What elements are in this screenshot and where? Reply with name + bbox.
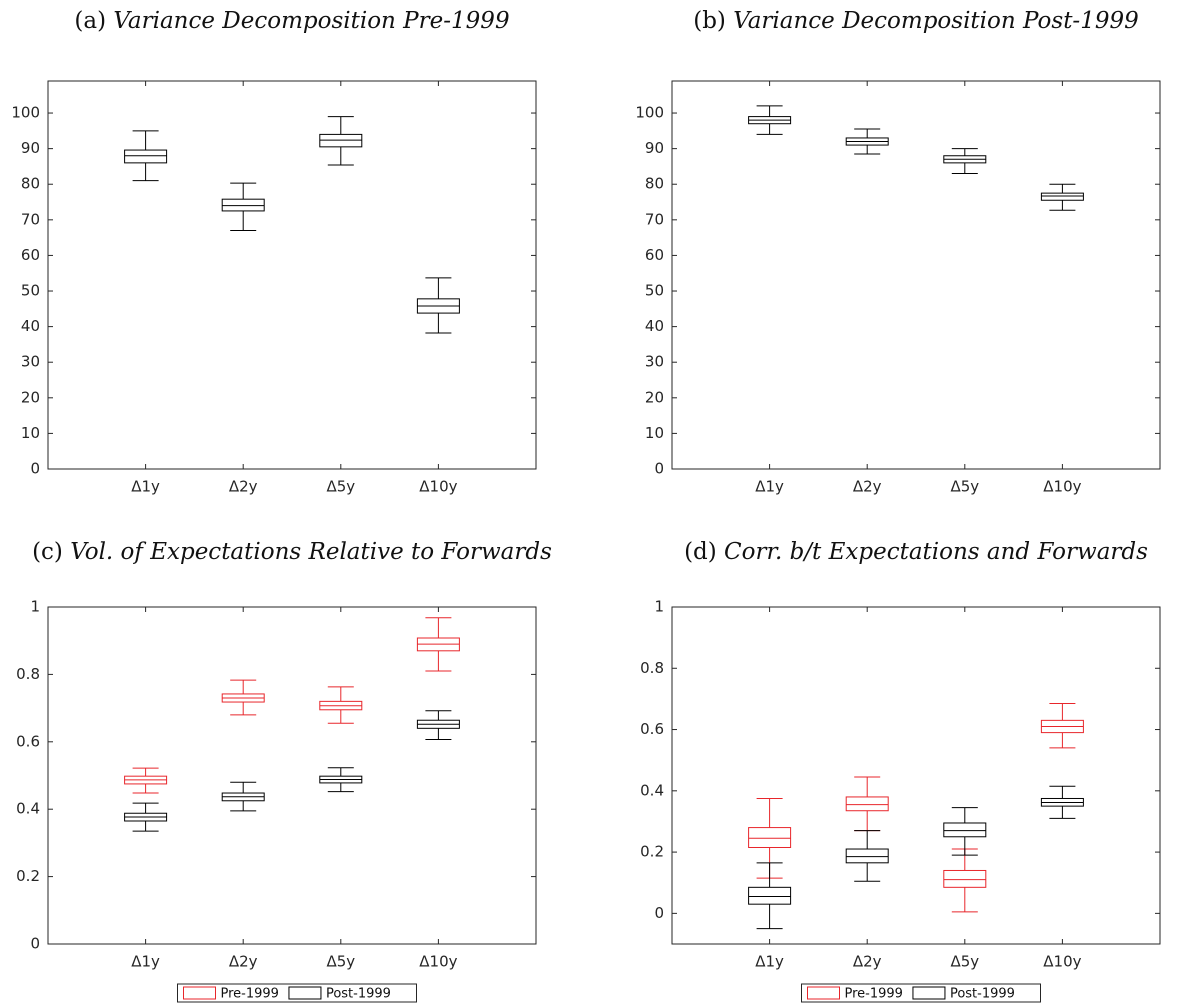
legend-label: Pre-1999 bbox=[221, 987, 279, 1002]
box bbox=[943, 822, 987, 838]
x-tick-label: Δ2y bbox=[229, 478, 258, 496]
x-tick-label: Δ5y bbox=[326, 478, 355, 496]
y-tick-label: 30 bbox=[645, 353, 664, 371]
y-tick-label: 60 bbox=[645, 246, 664, 264]
axes-frame bbox=[47, 606, 537, 945]
x-tick-label: Δ1y bbox=[131, 478, 160, 496]
y-tick-label: 70 bbox=[21, 210, 40, 228]
box bbox=[845, 848, 889, 864]
y-tick-label: 10 bbox=[645, 424, 664, 442]
y-tick-label: 50 bbox=[21, 282, 40, 300]
box bbox=[1040, 192, 1084, 201]
axes-frame bbox=[671, 606, 1161, 945]
panel: (d) Corr. b/t Expectations and Forwards 0… bbox=[640, 539, 1161, 1003]
y-tick-label: 0 bbox=[30, 460, 40, 478]
y-tick-label: 40 bbox=[645, 317, 664, 335]
y-tick-label: 1 bbox=[30, 598, 40, 616]
legend-swatch bbox=[807, 986, 840, 1000]
box bbox=[943, 869, 987, 888]
box bbox=[748, 886, 792, 905]
y-tick-label: 20 bbox=[645, 388, 664, 406]
legend-label: Pre-1999 bbox=[845, 987, 903, 1002]
y-tick-label: 100 bbox=[11, 104, 40, 122]
box bbox=[124, 149, 168, 164]
box bbox=[845, 796, 889, 812]
y-tick-label: 10 bbox=[21, 424, 40, 442]
box bbox=[319, 133, 363, 148]
panel-title-text: Vol. of Expectations Relative to Forward… bbox=[70, 539, 552, 565]
y-tick-label: 80 bbox=[21, 175, 40, 193]
x-tick-label: Δ10y bbox=[419, 478, 457, 496]
y-tick-label: 60 bbox=[21, 246, 40, 264]
legend-swatch bbox=[912, 986, 946, 1000]
panel: (b) Variance Decomposition Post-1999 0 10 2… bbox=[635, 8, 1161, 496]
y-tick-label: 70 bbox=[645, 210, 664, 228]
y-tick-label: 90 bbox=[645, 139, 664, 157]
y-tick-label: 0 bbox=[30, 935, 40, 953]
y-tick-label: 0 bbox=[654, 460, 664, 478]
panel-label: (c) bbox=[32, 539, 63, 565]
panel-title-text: Corr. b/t Expectations and Forwards bbox=[724, 539, 1148, 565]
x-tick-label: Δ2y bbox=[853, 953, 882, 971]
y-tick-label: 100 bbox=[635, 104, 664, 122]
y-tick-label: 0 bbox=[654, 904, 664, 922]
legend-swatch bbox=[288, 986, 322, 1000]
panel-label: (a) bbox=[74, 8, 106, 34]
x-tick-label: Δ10y bbox=[1043, 478, 1081, 496]
panel-title: (c) Vol. of Expectations Relative to For… bbox=[32, 539, 552, 565]
panel-label: (d) bbox=[684, 539, 717, 565]
panel: (a) Variance Decomposition Pre-1999 0 10 20… bbox=[11, 8, 537, 496]
y-tick-label: 30 bbox=[21, 353, 40, 371]
panel-title-text: Variance Decomposition Pre-1999 bbox=[113, 8, 509, 34]
x-tick-label: Δ10y bbox=[1043, 953, 1081, 971]
y-tick-label: 0.4 bbox=[16, 800, 40, 818]
y-tick-label: 50 bbox=[645, 282, 664, 300]
panel-label: (b) bbox=[693, 8, 726, 34]
axes-frame bbox=[47, 80, 537, 470]
y-tick-label: 0.6 bbox=[640, 720, 664, 738]
panel-title: (d) Corr. b/t Expectations and Forwards bbox=[684, 539, 1148, 565]
x-tick-label: Δ1y bbox=[131, 953, 160, 971]
x-tick-label: Δ1y bbox=[755, 478, 784, 496]
panel-title: (b) Variance Decomposition Post-1999 bbox=[693, 8, 1139, 34]
x-tick-label: Δ5y bbox=[950, 478, 979, 496]
legend-swatch bbox=[183, 986, 216, 1000]
y-tick-label: 20 bbox=[21, 388, 40, 406]
panel-title: (a) Variance Decomposition Pre-1999 bbox=[74, 8, 509, 34]
y-tick-label: 0.4 bbox=[640, 781, 664, 799]
x-tick-label: Δ5y bbox=[950, 953, 979, 971]
y-tick-label: 40 bbox=[21, 317, 40, 335]
x-tick-label: Δ10y bbox=[419, 953, 457, 971]
y-tick-label: 0.2 bbox=[16, 867, 40, 885]
panel-title-text: Variance Decomposition Post-1999 bbox=[733, 8, 1139, 34]
y-tick-label: 0.2 bbox=[640, 843, 664, 861]
panel: (c) Vol. of Expectations Relative to For… bbox=[16, 539, 552, 1003]
y-tick-label: 90 bbox=[21, 139, 40, 157]
axes-frame bbox=[671, 80, 1161, 470]
y-tick-label: 0.8 bbox=[16, 665, 40, 683]
y-tick-label: 1 bbox=[654, 598, 664, 616]
x-tick-label: Δ1y bbox=[755, 953, 784, 971]
x-tick-label: Δ2y bbox=[229, 953, 258, 971]
y-tick-label: 0.8 bbox=[640, 659, 664, 677]
box bbox=[748, 827, 792, 848]
x-tick-label: Δ2y bbox=[853, 478, 882, 496]
y-tick-label: 0.6 bbox=[16, 732, 40, 750]
legend-label: Post-1999 bbox=[326, 987, 391, 1002]
box bbox=[221, 198, 265, 212]
legend-label: Post-1999 bbox=[950, 987, 1015, 1002]
y-tick-label: 80 bbox=[645, 175, 664, 193]
x-tick-label: Δ5y bbox=[326, 953, 355, 971]
